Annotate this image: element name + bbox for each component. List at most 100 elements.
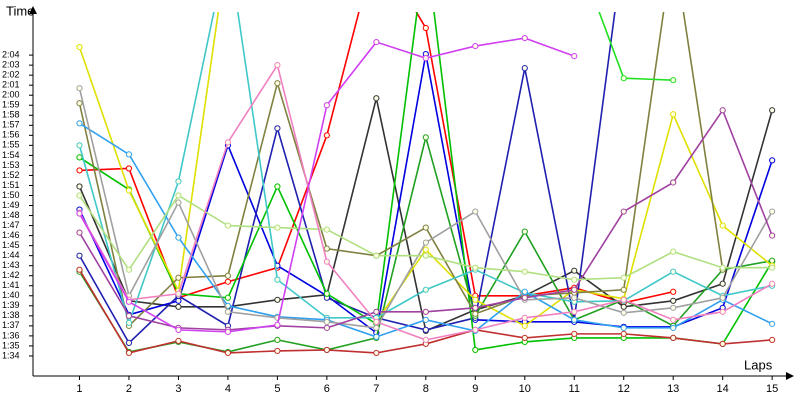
y-tick-label: 1:37	[2, 320, 20, 330]
point	[571, 294, 578, 301]
point	[521, 294, 528, 301]
point	[274, 321, 281, 328]
point	[521, 322, 528, 329]
point	[422, 308, 429, 315]
x-tick-label: 11	[569, 383, 580, 395]
x-tick-label: 5	[274, 383, 280, 395]
y-tick-label: 1:40	[2, 290, 20, 300]
point	[125, 266, 133, 273]
y-tick-label: 2:00	[2, 90, 20, 100]
point	[769, 280, 776, 287]
y-tick-label: 1:50	[2, 190, 20, 200]
point	[175, 192, 182, 199]
point	[670, 288, 677, 295]
point	[125, 312, 133, 319]
point	[125, 339, 133, 347]
x-tick-label: 10	[519, 383, 531, 395]
point	[719, 294, 726, 301]
point	[373, 308, 380, 315]
x-tick-label: 2	[126, 383, 132, 395]
point	[373, 318, 380, 325]
point	[769, 257, 776, 264]
point	[224, 308, 232, 315]
x-tick-label: 15	[766, 383, 778, 395]
point	[670, 304, 677, 311]
point	[323, 132, 330, 139]
point	[224, 272, 232, 279]
point	[125, 187, 133, 194]
series-line	[78, 37, 575, 333]
point	[373, 349, 380, 357]
point	[472, 310, 479, 317]
point	[521, 65, 528, 72]
point	[274, 62, 281, 69]
y-tick-label: 2:02	[2, 70, 20, 80]
y-tick-label: 1:56	[2, 130, 20, 140]
point	[769, 264, 776, 271]
point	[620, 309, 627, 316]
y-tick-label: 1:52	[2, 170, 20, 180]
point	[719, 308, 726, 315]
point	[274, 80, 281, 87]
point	[224, 349, 232, 357]
point	[571, 316, 578, 323]
y-tick-label: 2:03	[2, 60, 20, 70]
point	[422, 246, 429, 253]
y-tick-label: 1:41	[2, 280, 20, 290]
point	[472, 296, 479, 303]
y-tick-label: 1:43	[2, 260, 20, 270]
point	[472, 304, 479, 311]
point	[521, 228, 528, 235]
point	[224, 294, 232, 301]
y-tick-label: 1:49	[2, 200, 20, 210]
point	[175, 326, 182, 333]
point	[571, 286, 578, 293]
y-tick-label: 1:59	[2, 100, 20, 110]
point	[422, 55, 429, 62]
y-tick-label: 1:47	[2, 220, 20, 230]
point	[769, 157, 776, 164]
series-line	[78, 12, 773, 326]
point	[472, 346, 479, 354]
point	[373, 333, 380, 340]
point	[224, 222, 232, 229]
point	[670, 316, 677, 323]
y-tick-label: 1:38	[2, 310, 20, 320]
point	[323, 226, 330, 233]
point	[769, 107, 776, 114]
point	[521, 334, 528, 341]
x-tick-label: 13	[667, 383, 679, 395]
point	[422, 252, 429, 259]
point	[422, 224, 429, 231]
y-tick-label: 2:01	[2, 80, 20, 90]
series-line	[78, 194, 773, 281]
point	[620, 274, 627, 281]
point	[719, 264, 726, 271]
point	[422, 286, 429, 293]
plot-area	[76, 12, 776, 357]
x-tick-label: 8	[423, 383, 429, 395]
y-tick-label: 1:51	[2, 180, 20, 190]
y-tick-label: 2:04	[2, 49, 20, 59]
point	[719, 107, 726, 114]
point	[323, 290, 330, 297]
series-line	[78, 12, 724, 328]
point	[472, 264, 479, 271]
point	[719, 340, 726, 348]
point	[175, 290, 182, 297]
y-tick-label: 1:42	[2, 270, 20, 280]
point	[521, 268, 528, 275]
y-tick-label: 1:46	[2, 230, 20, 240]
series-line	[78, 12, 220, 294]
point	[422, 336, 429, 343]
point	[422, 134, 429, 141]
point	[76, 266, 83, 273]
series-line	[78, 12, 616, 345]
point	[274, 336, 281, 343]
point	[274, 224, 281, 231]
point	[175, 303, 182, 310]
point	[373, 252, 380, 259]
point	[224, 278, 232, 285]
point	[76, 229, 83, 236]
